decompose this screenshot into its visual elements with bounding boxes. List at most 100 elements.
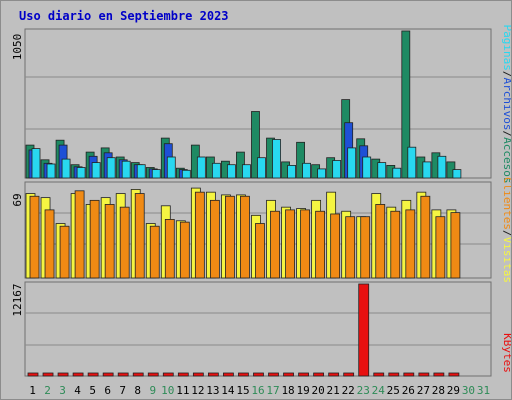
x-tick-label: 12	[191, 384, 204, 397]
bar-paginas	[91, 162, 101, 179]
bar-clientes	[89, 199, 100, 279]
bar-clientes	[164, 219, 175, 279]
bar-paginas	[452, 169, 462, 179]
bar-clientes	[300, 209, 310, 279]
bar-clientes	[29, 195, 40, 279]
bar-clientes	[240, 195, 250, 279]
bar-clientes	[104, 204, 115, 279]
bar-clientes	[345, 216, 356, 279]
bar-kbytes	[207, 372, 219, 377]
bar-clientes	[149, 225, 160, 279]
bar-paginas	[302, 162, 311, 179]
bar-clientes	[420, 195, 431, 279]
bar-kbytes	[403, 372, 415, 377]
x-tick-label: 7	[119, 384, 126, 397]
legend-middle: Clientes/Visitas	[501, 177, 511, 283]
legend-bottom: KBytes	[501, 333, 511, 373]
legend-top-item: /	[501, 71, 511, 78]
bar-accesos	[296, 141, 305, 179]
legend-bottom-item: KBytes	[501, 333, 511, 373]
bar-kbytes	[268, 372, 279, 377]
bar-paginas	[272, 139, 281, 179]
bar-kbytes	[238, 372, 249, 377]
bar-clientes	[194, 191, 205, 279]
bar-kbytes	[298, 372, 309, 377]
bar-kbytes	[283, 372, 294, 377]
bar-kbytes	[313, 372, 325, 377]
bar-paginas	[437, 155, 447, 179]
bar-clientes	[119, 206, 130, 279]
x-tick-label: 2	[44, 384, 51, 397]
bar-clientes	[315, 210, 326, 279]
bar-clientes	[405, 209, 416, 279]
x-tick-label: 5	[89, 384, 96, 397]
bar-clientes	[330, 213, 341, 279]
bar-clientes	[360, 216, 371, 279]
x-tick-label: 9	[149, 384, 156, 397]
x-tick-label: 6	[104, 384, 111, 397]
bar-accesos	[251, 111, 260, 179]
bar-paginas	[287, 164, 296, 179]
y-max-label-middle: 69	[11, 193, 24, 206]
x-tick-label: 23	[357, 384, 370, 397]
bar-accesos	[401, 30, 411, 179]
x-tick-label: 20	[312, 384, 325, 397]
bar-kbytes	[132, 372, 144, 377]
bar-kbytes	[27, 372, 39, 377]
bar-kbytes	[433, 372, 445, 377]
bar-kbytes	[253, 372, 264, 377]
x-tick-label: 31	[477, 384, 490, 397]
bar-clientes	[270, 210, 280, 279]
x-tick-label: 26	[402, 384, 415, 397]
x-tick-label: 13	[206, 384, 219, 397]
bar-paginas	[211, 162, 221, 179]
bar-kbytes	[102, 372, 114, 377]
x-tick-label: 24	[372, 384, 386, 397]
legend-top-item: /	[501, 130, 511, 137]
bar-paginas	[242, 164, 251, 179]
bar-paginas	[181, 169, 191, 179]
bar-kbytes	[147, 372, 159, 377]
x-tick-label: 18	[281, 384, 294, 397]
bar-clientes	[44, 209, 55, 279]
bar-paginas	[332, 160, 342, 179]
x-tick-label: 30	[462, 384, 475, 397]
x-tick-label: 19	[296, 384, 309, 397]
bar-paginas	[166, 156, 176, 179]
bar-kbytes	[72, 372, 84, 377]
bar-clientes	[209, 199, 220, 279]
bar-paginas	[347, 147, 357, 179]
bar-paginas	[377, 162, 387, 179]
x-tick-label: 10	[161, 384, 174, 397]
bar-paginas	[362, 156, 372, 179]
legend-middle-item: /	[501, 230, 511, 237]
bar-clientes	[59, 225, 70, 279]
x-tick-label: 11	[176, 384, 189, 397]
x-tick-label: 22	[342, 384, 355, 397]
bar-kbytes	[87, 372, 99, 377]
y-max-label-bottom: 12167	[11, 283, 24, 316]
panel-bottom	[24, 281, 492, 377]
x-tick-label: 21	[327, 384, 340, 397]
bar-kbytes	[177, 372, 189, 377]
bar-clientes	[255, 223, 265, 279]
bar-kbytes	[42, 372, 54, 377]
bar-paginas	[392, 167, 402, 179]
bar-clientes	[450, 212, 461, 279]
bar-kbytes	[373, 372, 385, 377]
bar-paginas	[136, 164, 146, 179]
bar-kbytes	[418, 372, 430, 377]
bar-paginas	[46, 163, 56, 179]
legend-top: Páginas/Archivos/Accesos	[501, 25, 511, 184]
x-tick-label: 27	[417, 384, 430, 397]
bar-kbytes	[448, 372, 460, 377]
bar-paginas	[257, 157, 266, 179]
legend-top-item: Páginas	[501, 25, 511, 71]
y-max-label-top: 1050	[11, 34, 24, 61]
bar-clientes	[74, 190, 85, 279]
bar-kbytes	[117, 372, 129, 377]
bar-paginas	[106, 157, 116, 179]
bar-clientes	[375, 204, 386, 279]
